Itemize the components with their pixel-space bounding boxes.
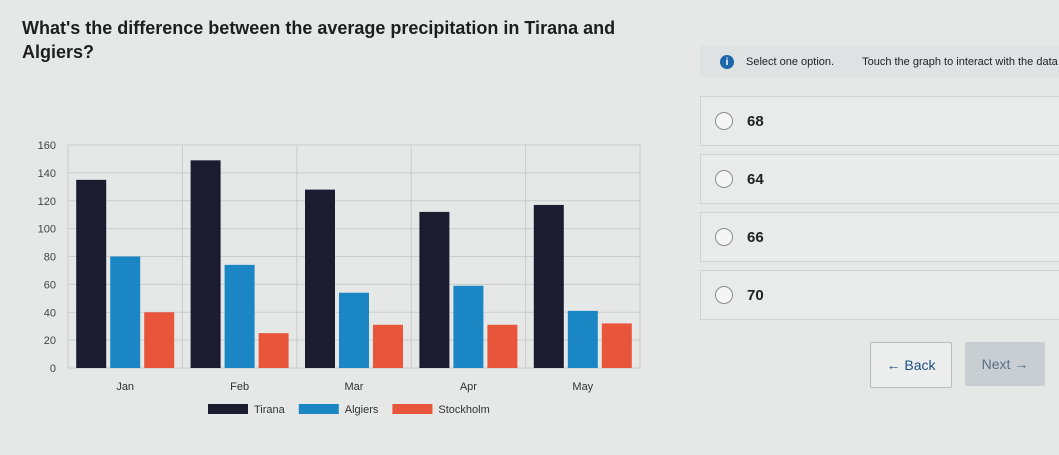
bar-algiers-apr[interactable] — [453, 285, 484, 368]
question-text: What's the difference between the averag… — [22, 18, 616, 62]
bar-stockholm-may[interactable] — [601, 323, 632, 368]
bar-stockholm-feb[interactable] — [258, 333, 289, 368]
bar-algiers-jan[interactable] — [110, 256, 141, 369]
option-label: 70 — [747, 286, 764, 304]
y-tick-label: 60 — [44, 279, 56, 291]
radio-button[interactable] — [715, 170, 733, 188]
bar-stockholm-jan[interactable] — [144, 312, 175, 368]
legend-label-algiers: Algiers — [345, 404, 379, 416]
y-tick-label: 160 — [38, 140, 56, 152]
option-64[interactable]: 64 — [700, 154, 1059, 204]
y-tick-label: 140 — [38, 168, 56, 180]
option-label: 68 — [747, 112, 764, 130]
bar-tirana-jan[interactable] — [76, 179, 107, 368]
bar-tirana-feb[interactable] — [190, 160, 221, 368]
x-tick-label: Jan — [116, 381, 134, 393]
bar-tirana-may[interactable] — [533, 204, 564, 368]
back-button[interactable]: ← Back — [870, 342, 952, 388]
precipitation-chart[interactable]: 0 20 40 60 80 100 120 140 160 Jan Feb Mar Apr May Tira… — [0, 120, 660, 430]
x-tick-label: Apr — [460, 381, 477, 393]
graph-hint: Touch the graph to interact with the dat… — [862, 56, 1058, 68]
bar-algiers-may[interactable] — [567, 310, 598, 368]
legend-label-stockholm: Stockholm — [438, 404, 489, 416]
option-70[interactable]: 70 — [700, 270, 1059, 320]
next-button[interactable]: Next → — [965, 342, 1045, 386]
option-66[interactable]: 66 — [700, 212, 1059, 262]
legend-swatch-tirana — [208, 404, 248, 414]
x-tick-label: Mar — [345, 381, 364, 393]
y-tick-label: 0 — [50, 363, 56, 375]
legend-label-tirana: Tirana — [254, 404, 286, 416]
y-tick-label: 100 — [38, 224, 56, 236]
legend-swatch-algiers — [298, 404, 339, 414]
option-label: 64 — [747, 170, 764, 188]
bar-stockholm-mar[interactable] — [373, 324, 403, 368]
x-tick-label: May — [572, 381, 593, 393]
y-tick-label: 20 — [44, 335, 56, 347]
radio-button[interactable] — [715, 286, 733, 304]
bar-tirana-mar[interactable] — [305, 189, 335, 368]
y-tick-label: 40 — [44, 307, 56, 319]
y-tick-label: 80 — [44, 252, 56, 264]
info-icon: i — [720, 55, 734, 69]
y-tick-label: 120 — [38, 196, 56, 208]
bar-tirana-apr[interactable] — [419, 211, 450, 368]
legend-swatch-stockholm — [392, 404, 433, 414]
bar-algiers-feb[interactable] — [224, 264, 255, 368]
bar-stockholm-apr[interactable] — [487, 324, 518, 368]
x-tick-label: Feb — [230, 381, 249, 393]
bar-algiers-mar[interactable] — [339, 292, 369, 368]
radio-button[interactable] — [715, 228, 733, 246]
info-bar: i Select one option. Touch the graph to … — [700, 46, 1059, 78]
option-label: 66 — [747, 228, 764, 246]
radio-button[interactable] — [715, 112, 733, 130]
select-instruction: Select one option. — [746, 56, 835, 68]
option-68[interactable]: 68 — [700, 96, 1059, 146]
